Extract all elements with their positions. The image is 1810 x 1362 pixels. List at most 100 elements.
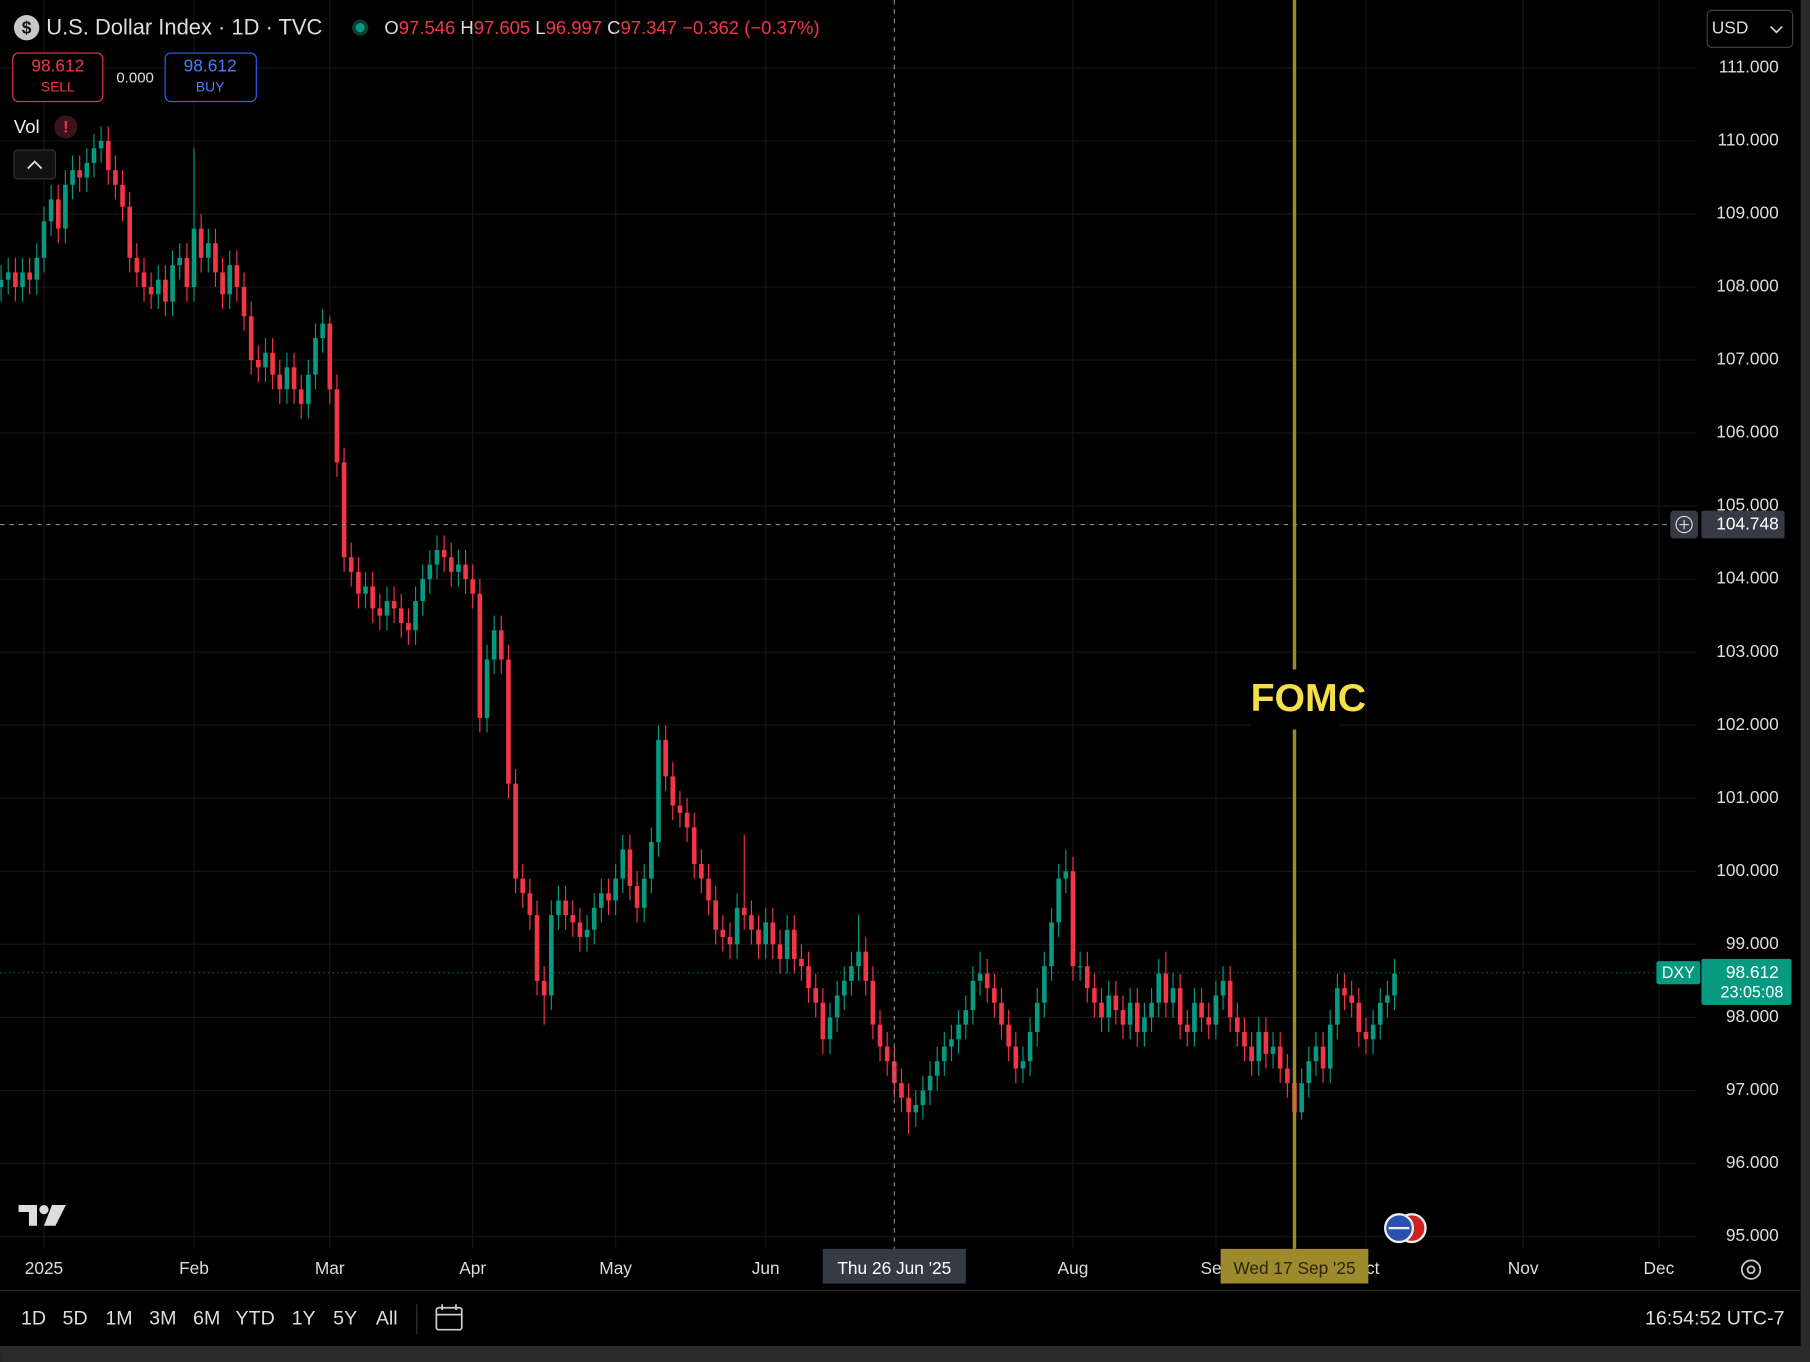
crosshair-price: 104.748 [1716,514,1779,534]
candle-body [942,1046,947,1062]
sell-price: 98.612 [31,56,84,76]
candle-body [949,1039,954,1047]
candle-body [763,922,769,945]
candle-body [1027,1031,1033,1062]
x-tick-label: Apr [459,1258,486,1278]
candle-body [1156,973,1162,1003]
y-tick-label: 105.000 [1716,495,1779,515]
candle-body [241,287,247,317]
range-button[interactable]: 6M [193,1307,220,1329]
legend-value: 97.347 [621,17,677,38]
range-button[interactable]: YTD [236,1307,275,1329]
range-button[interactable]: 1D [21,1307,46,1329]
candle-body [70,170,75,185]
status-dot [355,23,365,33]
candle-body [741,907,747,916]
candle-body [670,776,676,806]
range-button[interactable]: 5Y [333,1307,357,1329]
candle-body [206,243,211,258]
candle-body [284,367,290,390]
candle-body [1020,1061,1026,1069]
candle-body [849,966,854,981]
settings-icon[interactable] [1740,1259,1762,1280]
candle-body [1042,966,1047,1003]
candle-body [1134,1002,1140,1032]
candle-body [327,323,333,390]
candle-body [5,272,11,280]
event-flag[interactable] [1384,1213,1427,1244]
countdown: 23:05:08 [1721,984,1784,1002]
candle-body [1113,995,1119,1011]
candle-body [556,900,561,916]
candle-body [470,579,476,594]
candle-body [313,338,318,375]
candle-body [448,557,454,572]
legend-key: H [460,17,473,38]
candle-body [1349,995,1354,1003]
candle-body [770,922,776,945]
buy-button[interactable]: 98.612 BUY [164,52,257,103]
event-label: FOMC [1251,676,1367,720]
candle-body [20,272,25,288]
collapse-button[interactable] [13,149,57,180]
candle-body [463,564,468,580]
range-button[interactable]: 3M [149,1307,176,1329]
candle-body [320,323,325,339]
candle-body [563,900,568,916]
candle-body [1242,1031,1247,1047]
candle-body [884,1046,890,1062]
candle-body [498,630,504,660]
currency-dropdown[interactable]: USD [1706,9,1794,48]
candle-body [234,265,240,288]
sell-button[interactable]: 98.612 SELL [12,52,104,103]
y-tick-label: 108.000 [1716,276,1779,296]
candle-body [420,579,425,602]
range-button[interactable]: 5D [63,1307,88,1329]
legend-value: 97.546 [399,17,455,38]
candle-body [977,973,983,981]
calendar-icon[interactable] [435,1304,463,1331]
candle-body [1177,988,1183,1025]
candle-body [727,937,733,945]
side-strip [1800,0,1810,1362]
y-tick-label: 101.000 [1716,787,1779,807]
candle-body [877,1024,883,1047]
candle-body [41,221,47,258]
candle-body [1285,1068,1290,1084]
event-label-bg [1250,669,1339,730]
candle-body [1170,988,1176,1003]
candle-body [1127,1002,1133,1025]
candle-body [899,1083,904,1098]
range-button[interactable]: 1Y [292,1307,316,1329]
range-button[interactable]: All [376,1307,398,1329]
clock: 16:54:52 UTC-7 [1645,1307,1785,1329]
candle-body [634,885,640,908]
candle-body [113,170,118,185]
y-tick-label: 97.000 [1726,1079,1779,1099]
warning-icon[interactable] [54,115,78,139]
candle-body [1327,1024,1333,1069]
candle-body [1063,871,1069,879]
candle-body [549,915,554,996]
candle-body [370,586,375,609]
candle-body [127,206,133,258]
candle-body [1142,1017,1147,1032]
candle-body [456,564,461,572]
candle-body [913,1105,919,1113]
candle-body [1392,973,1397,996]
candle-body [491,630,497,660]
candle-body [934,1061,940,1076]
candle-body [641,878,647,908]
candle-body [677,805,683,813]
x-tick-label: Feb [179,1258,209,1278]
candle-body [1084,966,1090,989]
candle-body [734,907,740,945]
candle-body [591,907,597,930]
range-button[interactable]: 1M [105,1307,132,1329]
candle-body [1299,1083,1304,1113]
candle-body [720,929,726,938]
candle-body [1249,1046,1254,1062]
candle-body [170,265,175,302]
